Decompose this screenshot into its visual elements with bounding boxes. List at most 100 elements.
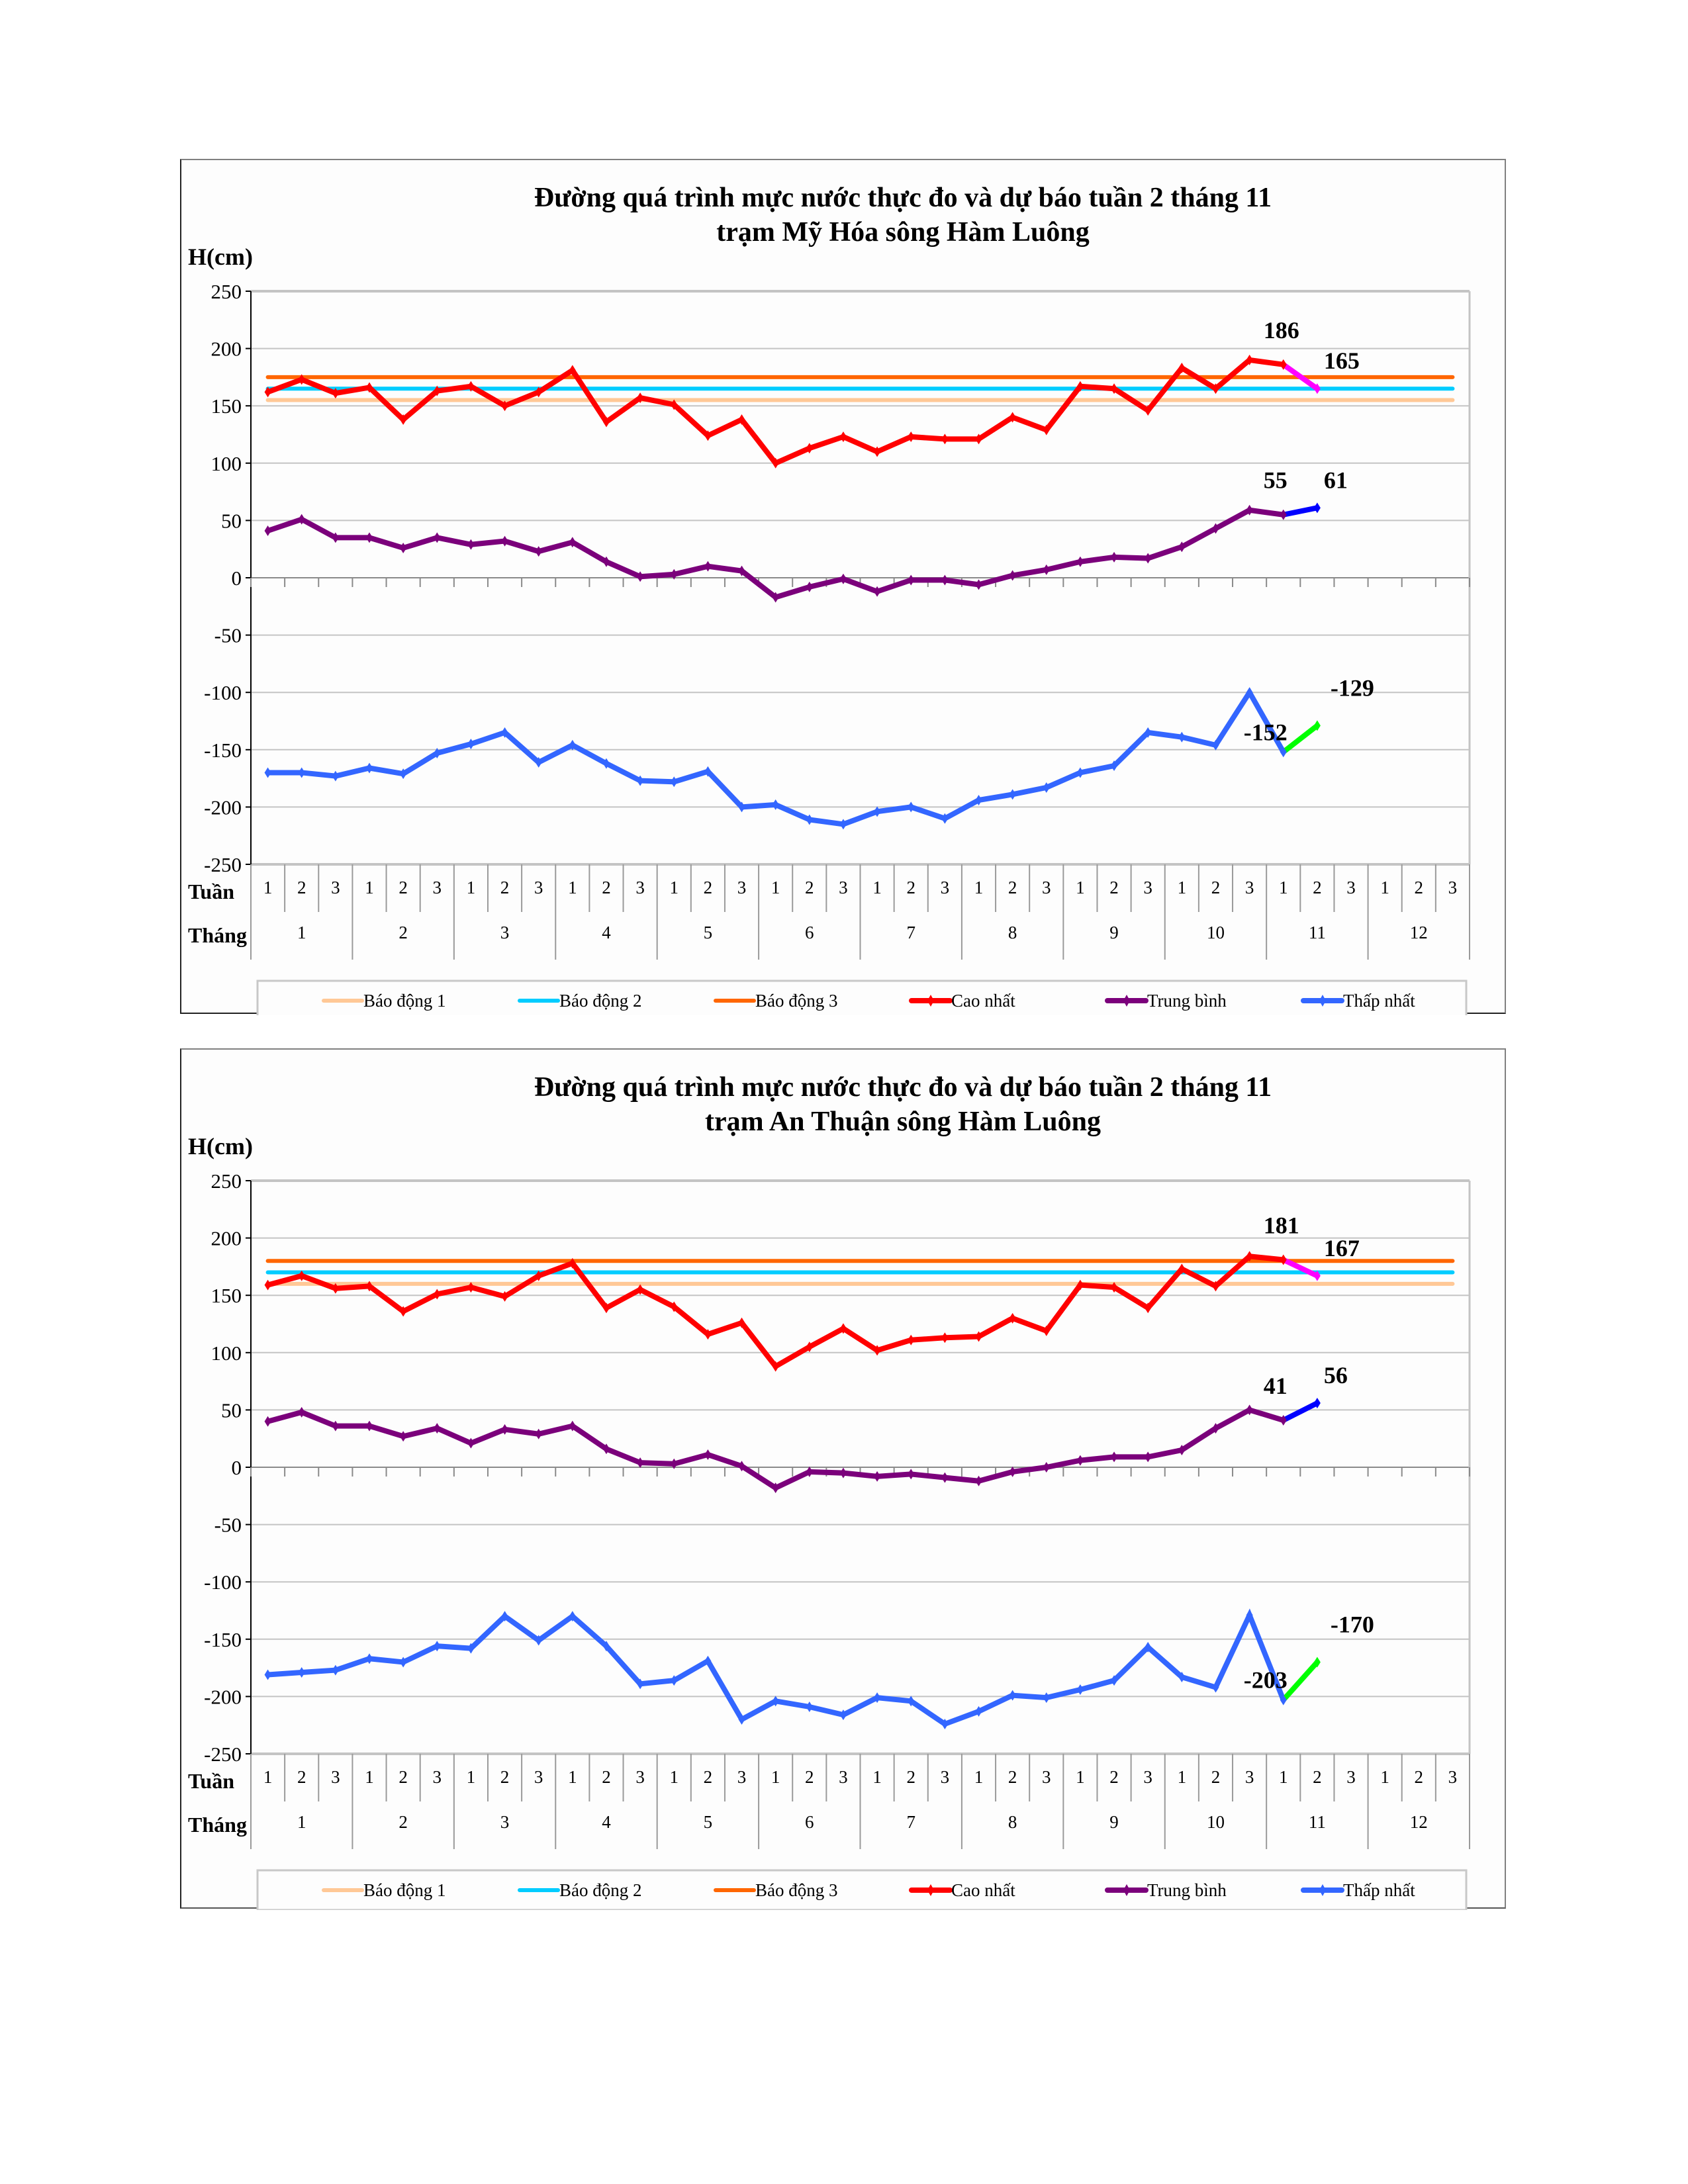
week-label: 2 bbox=[704, 1767, 713, 1787]
data-point bbox=[1009, 412, 1016, 423]
legend-label: Thấp nhất bbox=[1343, 991, 1415, 1011]
week-label: 1 bbox=[669, 878, 679, 897]
month-label: 11 bbox=[1309, 923, 1326, 942]
data-point bbox=[400, 768, 407, 780]
legend-marker bbox=[1319, 995, 1326, 1007]
month-label: 3 bbox=[500, 1812, 510, 1832]
legend-marker bbox=[1123, 995, 1130, 1007]
week-label: 3 bbox=[1245, 878, 1254, 897]
legend-marker bbox=[1319, 1884, 1326, 1896]
week-label: 3 bbox=[331, 878, 340, 897]
data-point bbox=[671, 1301, 678, 1312]
data-point bbox=[1076, 381, 1084, 392]
legend-label: Báo động 2 bbox=[559, 1880, 642, 1900]
data-point bbox=[535, 387, 542, 398]
data-point bbox=[1178, 363, 1186, 374]
series-line-observed bbox=[267, 1608, 1286, 1727]
y-tick-label: 250 bbox=[211, 280, 242, 303]
data-point bbox=[671, 776, 678, 788]
data-point bbox=[535, 1428, 542, 1439]
data-point bbox=[1145, 1302, 1152, 1314]
data-label: 61 bbox=[1324, 467, 1348, 493]
data-point bbox=[569, 739, 576, 751]
data-point bbox=[400, 414, 407, 425]
data-label: -203 bbox=[1244, 1667, 1288, 1694]
week-label: 3 bbox=[534, 1767, 543, 1787]
data-label: 41 bbox=[1264, 1373, 1288, 1399]
week-label: 2 bbox=[704, 878, 713, 897]
month-label: 12 bbox=[1410, 923, 1428, 942]
data-point bbox=[637, 392, 644, 404]
y-tick-label: 200 bbox=[211, 1227, 242, 1250]
data-point bbox=[704, 1449, 712, 1460]
week-label: 2 bbox=[602, 1767, 611, 1787]
week-label: 2 bbox=[1008, 878, 1017, 897]
data-point bbox=[1111, 383, 1118, 394]
month-label: 12 bbox=[1410, 1812, 1428, 1832]
data-point bbox=[1280, 1414, 1287, 1426]
week-label: 2 bbox=[906, 878, 915, 897]
week-row-label: Tuần bbox=[188, 1769, 234, 1793]
data-point bbox=[874, 1471, 881, 1482]
week-label: 1 bbox=[1178, 878, 1187, 897]
week-label: 3 bbox=[1245, 1767, 1254, 1787]
month-row-label: Tháng bbox=[188, 923, 247, 947]
data-point bbox=[467, 739, 475, 750]
data-point bbox=[1043, 782, 1050, 793]
data-point bbox=[908, 1696, 915, 1707]
data-point bbox=[738, 801, 745, 813]
data-point bbox=[569, 537, 576, 548]
data-point bbox=[1246, 504, 1253, 516]
y-tick-label: 150 bbox=[211, 1284, 242, 1307]
data-point bbox=[467, 1282, 475, 1293]
data-point bbox=[298, 1406, 305, 1418]
week-label: 1 bbox=[467, 878, 476, 897]
data-point bbox=[839, 573, 847, 584]
week-label: 3 bbox=[1448, 878, 1458, 897]
week-label: 3 bbox=[1346, 878, 1356, 897]
week-label: 3 bbox=[635, 1767, 645, 1787]
month-label: 5 bbox=[704, 1812, 713, 1832]
chart-svg-an-thuan: Đường quá trình mực nước thực đo và dự b… bbox=[188, 1072, 1471, 1910]
data-point bbox=[602, 1302, 610, 1314]
data-point bbox=[1043, 564, 1050, 575]
week-label: 1 bbox=[365, 1767, 374, 1787]
week-label: 3 bbox=[737, 1767, 747, 1787]
data-point bbox=[839, 819, 847, 830]
data-point bbox=[772, 457, 779, 469]
data-point bbox=[704, 430, 712, 441]
month-label: 10 bbox=[1207, 923, 1225, 942]
week-label: 3 bbox=[1143, 878, 1152, 897]
data-point bbox=[467, 1643, 475, 1654]
month-label: 6 bbox=[805, 1812, 814, 1832]
data-point bbox=[738, 1317, 745, 1328]
legend-marker bbox=[927, 1884, 934, 1896]
chart-svg-my-hoa: Đường quá trình mực nước thực đo và dự b… bbox=[188, 183, 1471, 1015]
week-label: 1 bbox=[771, 1767, 780, 1787]
data-point bbox=[772, 799, 779, 810]
data-label: 56 bbox=[1324, 1362, 1348, 1388]
month-label: 8 bbox=[1008, 923, 1017, 942]
data-point bbox=[1246, 687, 1253, 698]
week-label: 2 bbox=[399, 1767, 408, 1787]
data-point bbox=[467, 1437, 475, 1449]
week-label: 2 bbox=[1313, 1767, 1322, 1787]
data-point bbox=[1313, 1657, 1321, 1668]
data-point bbox=[467, 539, 475, 550]
data-label: -129 bbox=[1331, 674, 1374, 701]
week-label: 1 bbox=[1380, 1767, 1389, 1787]
data-point bbox=[637, 571, 644, 582]
data-point bbox=[1313, 1398, 1321, 1409]
week-label: 3 bbox=[433, 878, 442, 897]
legend-label: Cao nhất bbox=[951, 991, 1015, 1011]
series-line-forecast bbox=[1282, 1400, 1319, 1423]
data-point bbox=[975, 795, 982, 806]
y-tick-label: 0 bbox=[232, 567, 242, 590]
data-point bbox=[806, 443, 813, 454]
data-point bbox=[1145, 553, 1152, 564]
chart-title-line: trạm Mỹ Hóa sông Hàm Luông bbox=[716, 217, 1090, 248]
data-point bbox=[704, 1329, 712, 1340]
data-point bbox=[772, 592, 779, 603]
data-point bbox=[332, 770, 339, 782]
data-point bbox=[501, 1291, 508, 1302]
